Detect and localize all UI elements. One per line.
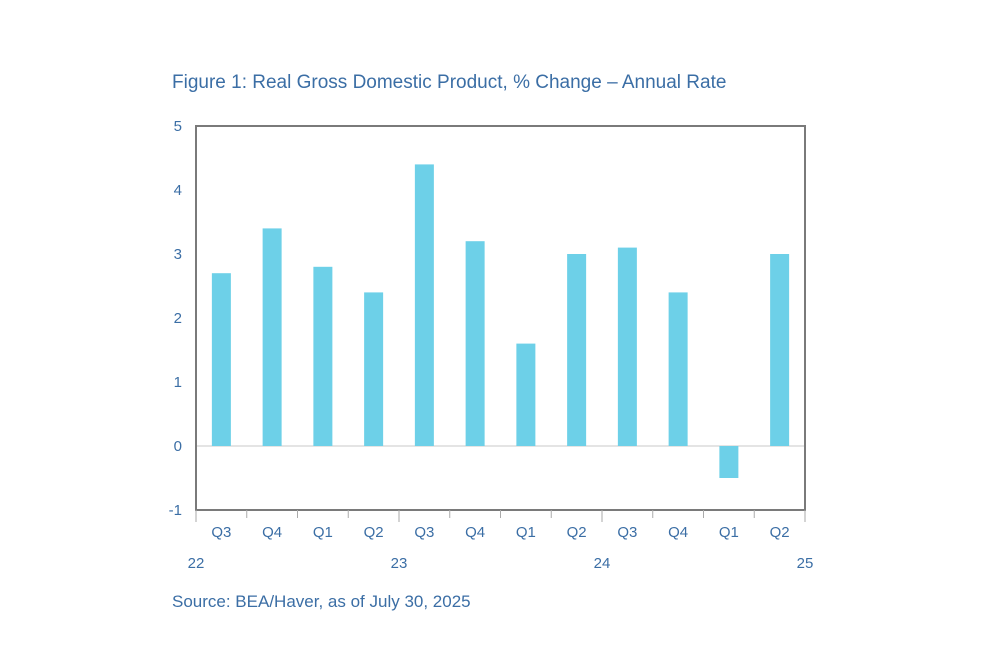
bar [617,247,637,446]
y-tick-label: 3 [174,246,182,263]
y-tick-label: 0 [174,438,182,455]
bar [313,266,333,446]
year-label: 22 [188,555,205,572]
chart-title: Figure 1: Real Gross Domestic Product, %… [172,72,727,93]
y-tick-label: 4 [174,182,182,199]
year-label: 24 [594,555,611,572]
x-tick-label: Q3 [414,524,434,541]
bar [465,241,485,446]
y-tick-label: 5 [174,118,182,135]
bar [414,164,434,446]
x-tick-label: Q2 [567,524,587,541]
x-tick-label: Q1 [719,524,739,541]
plot-frame [195,125,806,511]
x-tick-label: Q1 [516,524,536,541]
source-note: Source: BEA/Haver, as of July 30, 2025 [172,592,471,611]
year-label: 25 [797,555,814,572]
y-tick-label: -1 [169,502,182,519]
x-tick-label: Q2 [770,524,790,541]
bar [262,228,282,446]
y-tick-label: 2 [174,310,182,327]
bar [719,446,739,478]
year-label: 23 [391,555,408,572]
x-tick-label: Q4 [668,524,688,541]
bar [567,254,587,446]
bar [516,343,536,446]
bar [770,254,790,446]
bar [211,273,231,446]
x-tick-label: Q4 [465,524,485,541]
x-tick-label: Q1 [313,524,333,541]
x-tick-label: Q3 [211,524,231,541]
bar [364,292,384,446]
x-tick-label: Q4 [262,524,282,541]
x-tick-label: Q3 [617,524,637,541]
y-tick-label: 1 [174,374,182,391]
bar [668,292,688,446]
x-tick-label: Q2 [364,524,384,541]
